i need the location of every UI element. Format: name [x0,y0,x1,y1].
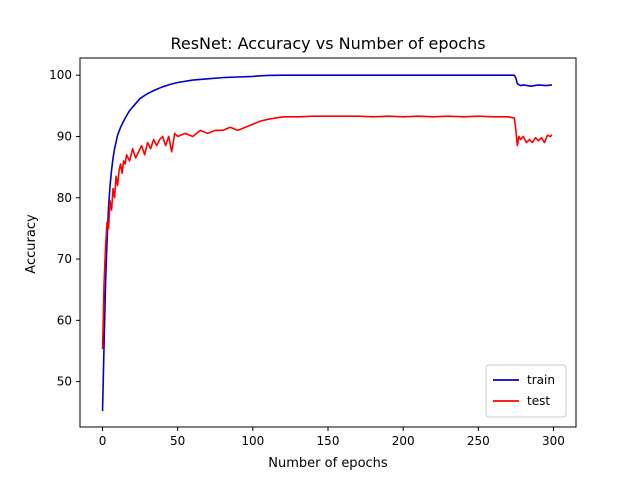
y-tick-label: 90 [57,129,72,143]
x-tick-label: 250 [467,434,490,448]
plot-area: 0 50 100 150 200 250 300 50 60 70 80 90 100 [49,57,577,448]
legend-box [485,364,567,418]
legend-label-test: test [527,394,550,408]
legend-label-train: train [527,373,555,387]
x-axis-label: Number of epochs [268,456,388,471]
x-tick-label: 150 [317,434,340,448]
x-tick-label: 300 [542,434,565,448]
y-tick-label: 70 [57,252,72,266]
x-tick-label: 200 [392,434,415,448]
series-line-train [101,74,553,412]
legend: train test [485,364,567,418]
x-tick-label: 50 [170,434,185,448]
series-line-test [101,115,553,350]
y-tick-label: 50 [57,375,72,389]
y-tick-label: 80 [57,191,72,205]
x-tick-label: 0 [99,434,107,448]
chart-title: ResNet: Accuracy vs Number of epochs [170,34,485,53]
y-tick-label: 100 [49,68,72,82]
y-tick-label: 60 [57,313,72,327]
x-tick-label: 100 [241,434,264,448]
y-axis-label: Accuracy [24,214,39,274]
